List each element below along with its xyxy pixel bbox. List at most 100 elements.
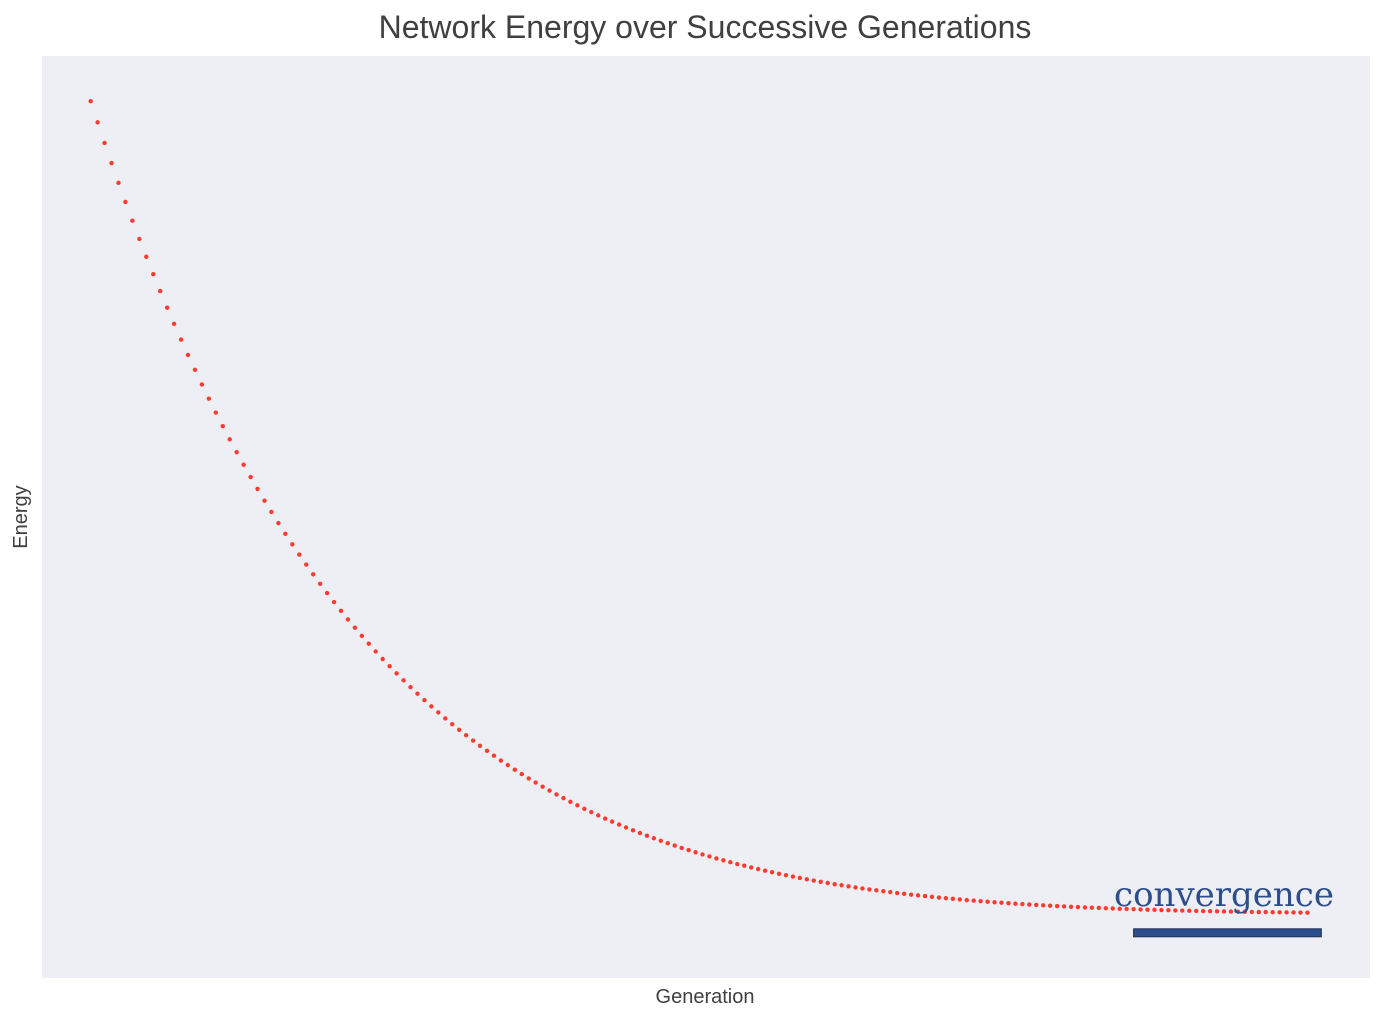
data-point <box>206 396 212 401</box>
data-point <box>304 562 309 567</box>
data-point <box>213 410 219 415</box>
data-point <box>672 843 677 848</box>
data-point <box>1145 907 1150 912</box>
data-point <box>665 841 670 846</box>
data-point <box>714 856 719 861</box>
data-point <box>352 625 358 630</box>
data-point <box>450 721 455 727</box>
data-point <box>582 806 587 811</box>
data-point <box>220 423 225 429</box>
data-point <box>533 780 538 785</box>
data-point <box>874 888 879 893</box>
data-point <box>839 883 844 888</box>
data-point <box>721 858 726 863</box>
data-point <box>463 733 469 738</box>
data-point <box>1277 910 1282 915</box>
data-point <box>178 337 184 342</box>
data-point <box>644 833 650 838</box>
data-point <box>1221 909 1227 914</box>
data-point <box>1103 906 1108 911</box>
data-point <box>241 462 246 467</box>
data-point <box>1124 906 1129 912</box>
data-point <box>1054 903 1060 909</box>
data-point <box>922 893 928 899</box>
data-point <box>1166 908 1171 913</box>
data-point <box>526 776 531 781</box>
convergence-marker-bar <box>1133 928 1322 938</box>
data-point <box>1305 910 1310 915</box>
data-point <box>373 649 378 654</box>
data-point <box>748 865 754 870</box>
data-point <box>957 897 962 902</box>
data-point <box>470 738 476 743</box>
data-point <box>248 474 253 480</box>
data-point <box>158 288 163 294</box>
data-point <box>324 590 330 596</box>
data-point <box>1187 908 1192 913</box>
data-point <box>561 795 566 801</box>
data-point <box>491 753 497 758</box>
data-point <box>394 671 399 676</box>
data-point <box>477 743 483 748</box>
data-points-layer <box>88 99 1310 915</box>
data-point <box>818 879 823 885</box>
data-point <box>769 870 775 875</box>
data-point <box>1006 900 1011 906</box>
data-point <box>109 160 114 166</box>
data-point <box>345 617 351 622</box>
data-point <box>846 884 851 889</box>
data-point <box>443 716 448 721</box>
data-point <box>700 852 705 857</box>
data-point <box>144 254 149 259</box>
data-point <box>575 803 580 808</box>
data-point <box>1200 908 1206 914</box>
data-point <box>137 236 142 242</box>
data-point <box>825 880 830 886</box>
data-point <box>554 792 559 797</box>
data-point <box>1235 909 1241 914</box>
data-point <box>992 900 997 905</box>
data-point <box>1041 903 1046 908</box>
data-point <box>192 367 198 373</box>
data-point <box>1047 903 1053 908</box>
data-point <box>797 875 803 881</box>
convergence-annotation-label: convergence <box>1114 875 1334 915</box>
data-point <box>658 838 664 843</box>
data-point <box>1291 910 1296 915</box>
data-point <box>401 678 406 683</box>
data-point <box>171 321 177 327</box>
data-point <box>116 180 121 186</box>
data-point <box>596 813 601 818</box>
data-point <box>762 868 768 873</box>
data-point <box>1096 905 1102 911</box>
data-point <box>199 382 205 387</box>
data-point <box>1180 908 1185 913</box>
data-point <box>310 572 316 577</box>
data-point <box>1068 904 1074 909</box>
data-point <box>1263 909 1268 915</box>
data-point <box>366 641 371 646</box>
data-point <box>456 727 462 732</box>
data-point <box>623 825 629 830</box>
data-point <box>609 819 615 824</box>
data-point <box>971 898 976 903</box>
data-point <box>589 809 594 815</box>
data-point <box>505 762 511 768</box>
data-point <box>1249 909 1255 915</box>
x-axis-label: Generation <box>656 986 755 1008</box>
data-point <box>895 890 900 896</box>
data-point <box>338 608 344 614</box>
data-point <box>130 218 135 223</box>
data-point <box>853 885 858 890</box>
data-point <box>568 799 573 805</box>
data-point <box>790 874 796 879</box>
data-point <box>693 850 698 855</box>
data-point <box>1207 909 1213 914</box>
data-point <box>1159 907 1164 913</box>
data-point <box>686 847 691 853</box>
data-point <box>227 437 232 442</box>
data-point <box>164 305 170 310</box>
data-point <box>1228 909 1234 914</box>
data-point <box>776 871 782 876</box>
data-point <box>929 894 935 900</box>
